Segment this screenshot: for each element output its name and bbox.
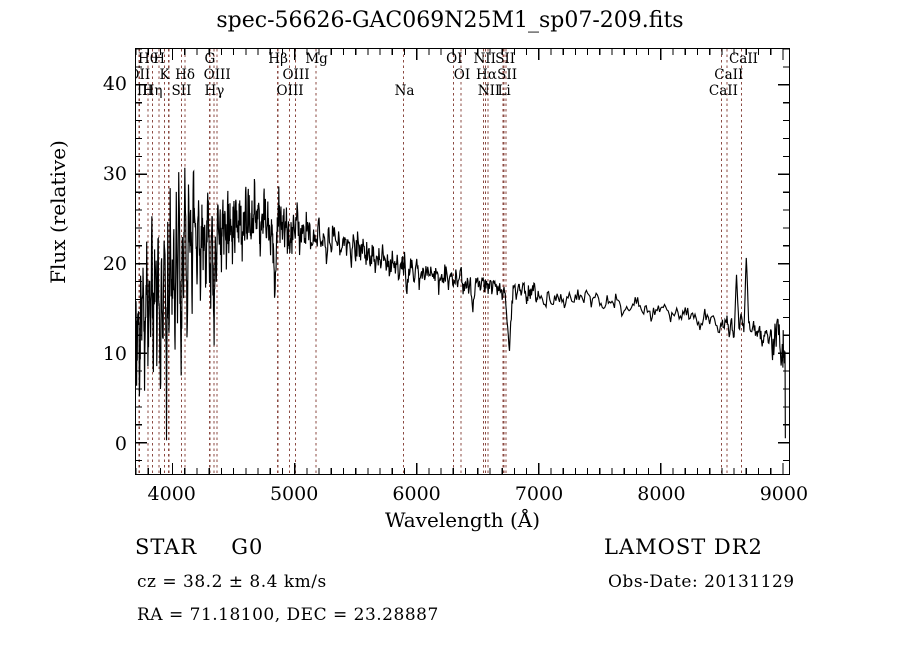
spectral-line-label: SII: [495, 51, 516, 67]
spectral-line-label: OIII: [282, 67, 310, 83]
spectral-class: G0: [231, 535, 264, 559]
x-tick-label: 4000: [147, 483, 196, 505]
spectral-line-label: K: [159, 67, 170, 83]
spectral-line-label: Hδ: [175, 67, 196, 83]
spectral-line-label: OIII: [276, 83, 304, 99]
spectral-line-label: OII: [136, 67, 151, 83]
y-tick-label: 40: [102, 72, 127, 95]
spectral-line-label: CaII: [708, 83, 738, 99]
spectrum-canvas: [136, 49, 789, 474]
spectral-line-label: NII: [473, 51, 496, 67]
spectral-line-label: Li: [497, 83, 511, 99]
spectral-line-label: CaII: [714, 67, 744, 83]
spectral-line-label: Hα: [476, 67, 497, 83]
spectral-line-label: OIII: [203, 67, 231, 83]
y-tick-label: 0: [114, 432, 127, 455]
x-tick-label: 6000: [392, 483, 441, 505]
x-tick-label: 9000: [759, 483, 809, 505]
spectral-line-label: Na: [394, 83, 415, 99]
spectral-line-label: Mg: [305, 51, 328, 67]
spectral-line-label: OI: [453, 67, 471, 83]
object-type-label: STAR G0: [135, 535, 263, 559]
spectral-line-label: Hβ: [268, 51, 288, 67]
spectral-line-label: Hγ: [204, 83, 225, 99]
spectral-line-label: CaII: [728, 51, 759, 67]
spectral-line-label: H: [153, 51, 165, 67]
coordinates: RA = 71.18100, DEC = 23.28887: [137, 605, 439, 625]
spectral-line-label: OI: [446, 51, 463, 67]
spectral-line-label: SII: [171, 83, 192, 99]
radial-velocity: cz = 38.2 ± 8.4 km/s: [137, 572, 327, 592]
spectral-line-label: Hη: [142, 83, 163, 99]
page-title: spec-56626-GAC069N25M1_sp07-209.fits: [216, 8, 684, 33]
y-tick-label: 30: [102, 162, 127, 185]
y-tick-label: 10: [102, 342, 127, 365]
object-type: STAR: [135, 535, 198, 559]
observation-date: Obs-Date: 20131129: [608, 572, 795, 592]
spectral-line-label: OIII: [136, 83, 153, 99]
survey-name: LAMOST DR2: [604, 535, 763, 559]
y-tick-label: 20: [102, 252, 127, 275]
x-tick-label: 8000: [637, 483, 686, 505]
spectral-line-label: Hθ: [138, 51, 158, 67]
x-tick-label: 5000: [269, 483, 319, 505]
x-tick-label: 7000: [514, 483, 564, 505]
y-axis-title: Flux (relative): [46, 140, 70, 284]
spectral-line-label: NII: [477, 83, 501, 99]
spectrum-plot-area: OIIOIIIHθHηHKSIIHδGHγOIIIHβOIIIOIIIMgNaO…: [135, 48, 790, 475]
x-axis-title: Wavelength (Å): [384, 508, 541, 532]
spectral-line-label: G: [204, 51, 216, 67]
spectral-line-label: SII: [497, 67, 518, 83]
